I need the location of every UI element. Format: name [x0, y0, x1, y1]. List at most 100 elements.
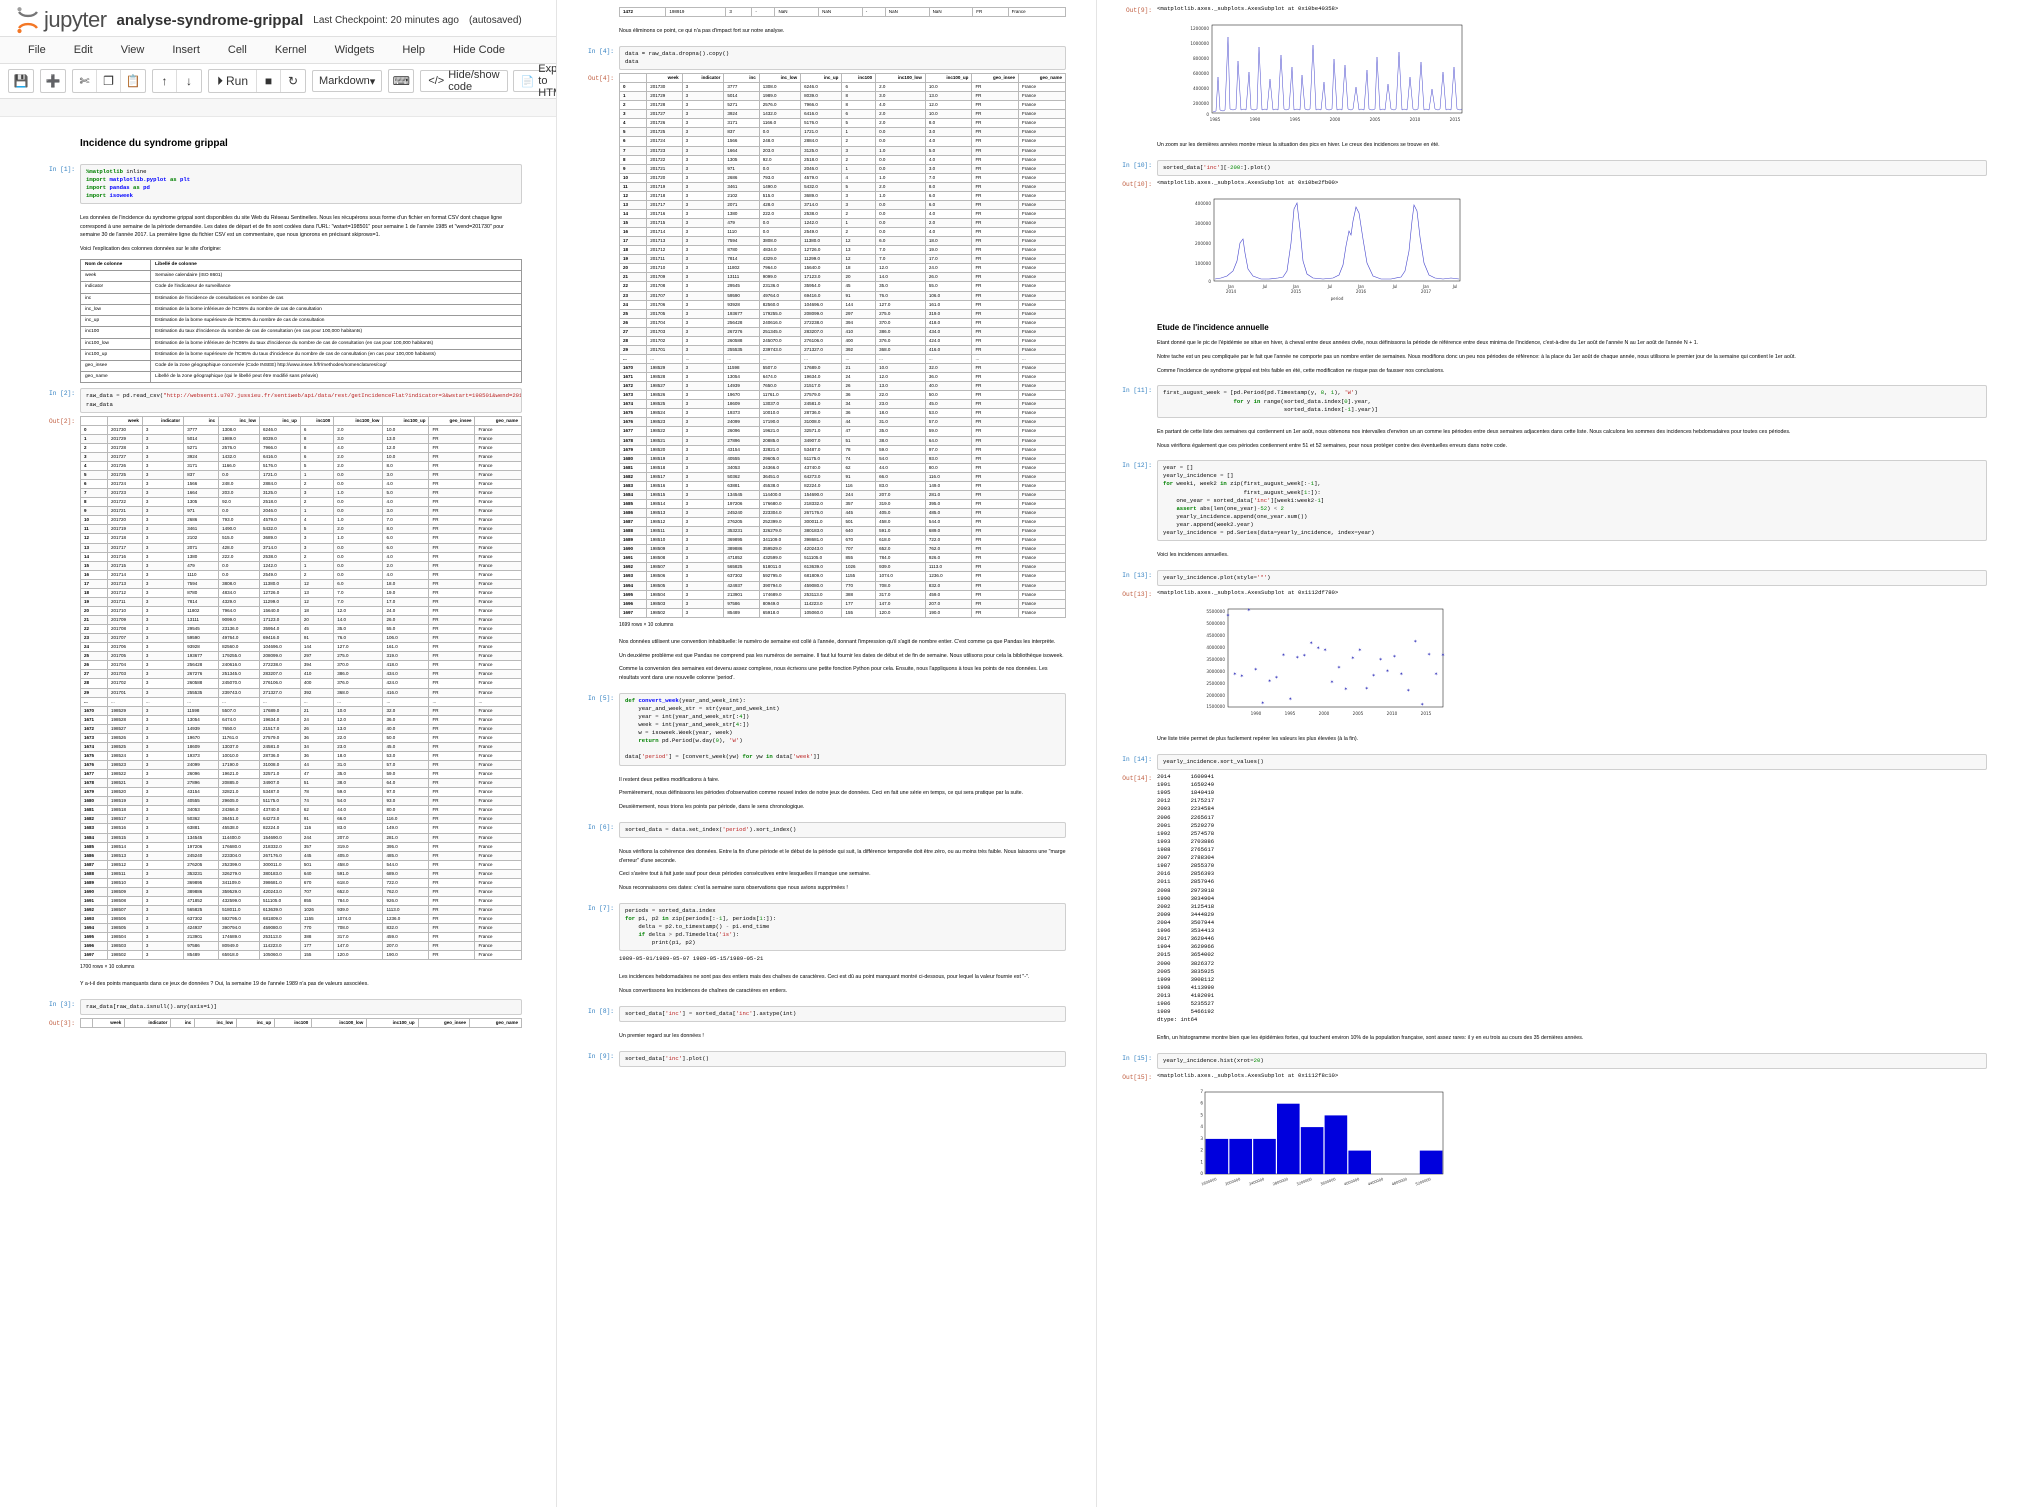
- code-input-3[interactable]: raw_data[raw_data.isnull().any(axis=1)]: [80, 999, 522, 1016]
- code-input-5[interactable]: def convert_week(year_and_week_int): yea…: [619, 692, 1066, 766]
- code-input-6[interactable]: sorted_data = data.set_index('period').s…: [619, 821, 1066, 838]
- df-cell: 3: [141, 642, 185, 653]
- menu-file[interactable]: File: [28, 44, 46, 56]
- markdown-cell-missing[interactable]: Y a-t-il des points manquants dans ce je…: [34, 973, 522, 996]
- menu-hide-code[interactable]: Hide Code: [453, 44, 505, 56]
- restart-icon[interactable]: ↻: [288, 74, 299, 88]
- df-cell: France: [1017, 118, 1066, 129]
- code-input-4[interactable]: data = raw_data.dropna().copy() data: [619, 45, 1066, 71]
- code-cell-2[interactable]: In [2]: raw_data = pd.read_csv("http://w…: [34, 388, 522, 413]
- df-row-index: 24: [80, 642, 108, 653]
- code-cell-14[interactable]: In [14]: yearly_incidence.sort_values(): [1111, 753, 1987, 771]
- markdown-cell-modif[interactable]: Il restent deux petites modifications à …: [573, 769, 1066, 819]
- code-cell-1[interactable]: In [1]: %matplotlib inline import matplo…: [34, 163, 522, 204]
- df-cell: 85489: [723, 607, 760, 618]
- markdown-cell-hebdo[interactable]: Les incidences hebdomadaires ne sont pas…: [573, 966, 1066, 1002]
- markdown-cell-section2[interactable]: Etude de l'incidence annuelle Etant donn…: [1111, 310, 1987, 382]
- hide-show-code-button[interactable]: </> Hide/show code: [420, 69, 508, 93]
- code-input-9[interactable]: sorted_data['inc'].plot(): [619, 1050, 1066, 1067]
- copy-icon[interactable]: ❐: [97, 70, 121, 92]
- code-cell-5[interactable]: In [5]: def convert_week(year_and_week_i…: [573, 692, 1066, 766]
- markdown-cell-from[interactable]: En partant de cette liste des semaines q…: [1111, 421, 1987, 457]
- markdown-cell-drop[interactable]: Nous éliminons ce point, ce qui n'a pas …: [573, 20, 1066, 43]
- code-input-7[interactable]: periods = sorted_data.index for p1, p2 i…: [619, 902, 1066, 952]
- menu-view[interactable]: View: [120, 44, 145, 56]
- df-cell: 4.0: [382, 551, 430, 562]
- df-cell: 38.0: [333, 778, 384, 789]
- code-cell-10[interactable]: In [10]: sorted_data['inc'][-200:].plot(…: [1111, 159, 1987, 176]
- df-cell: 5: [299, 460, 335, 472]
- df-cell: 59590: [723, 290, 760, 301]
- markdown-cell-coherence[interactable]: Nous vérifions la cohérence des données.…: [573, 841, 1066, 900]
- code-input-15[interactable]: yearly_incidence.hist(xrot=20): [1157, 1053, 1987, 1070]
- code-cell-6[interactable]: In [6]: sorted_data = data.set_index('pe…: [573, 821, 1066, 838]
- save-icon[interactable]: 💾: [13, 74, 29, 88]
- scissors-icon[interactable]: ✄: [73, 70, 97, 92]
- markdown-cell-firstlook[interactable]: Un premier regard sur les données !: [573, 1025, 1066, 1048]
- paste-icon[interactable]: 📋: [125, 74, 141, 88]
- df-cell: France: [474, 895, 522, 907]
- markdown-cell-uninhab[interactable]: Nos données utilisent une convention inh…: [573, 631, 1066, 690]
- code-cell-15[interactable]: In [15]: yearly_incidence.hist(xrot=20): [1111, 1053, 1987, 1070]
- markdown-cell-zoom[interactable]: Un zoom sur les dernières années montre …: [1111, 134, 1987, 157]
- df-column-header: inc: [723, 73, 760, 84]
- code-input-8[interactable]: sorted_data['inc'] = sorted_data['inc'].…: [619, 1005, 1066, 1023]
- markdown-cell-hist[interactable]: Enfin, un histogramme montre bien que le…: [1111, 1027, 1987, 1050]
- plus-icon[interactable]: ➕: [45, 74, 61, 88]
- df-cell: 40.0: [924, 381, 973, 392]
- markdown-cell-intro[interactable]: Les données de l'incidence du syndrome g…: [34, 207, 522, 386]
- menu-help[interactable]: Help: [402, 44, 425, 56]
- code-input-2[interactable]: raw_data = pd.read_csv("http://websenti.…: [80, 388, 522, 413]
- code-input-10[interactable]: sorted_data['inc'][-200:].plot(): [1157, 159, 1987, 176]
- cell-type-select[interactable]: Markdown ▾: [312, 70, 383, 92]
- code-input-14[interactable]: yearly_incidence.sort_values(): [1157, 753, 1987, 771]
- dataframe-shape-2: 1699 rows × 10 columns: [619, 621, 674, 628]
- menu-kernel[interactable]: Kernel: [274, 44, 307, 56]
- code-input-13[interactable]: yearly_incidence.plot(style='*'): [1157, 569, 1987, 587]
- stop-icon[interactable]: ■: [257, 70, 282, 92]
- menu-cell[interactable]: Cell: [227, 44, 247, 56]
- df-cell: FR: [428, 633, 476, 644]
- arrow-down-icon[interactable]: ↓: [186, 74, 192, 88]
- jupyter-logo-icon[interactable]: jupyter: [14, 6, 107, 34]
- df-cell: FR: [971, 272, 1019, 283]
- df-cell: 18: [299, 605, 335, 617]
- code-cell-7[interactable]: In [7]: periods = sorted_data.index for …: [573, 902, 1066, 964]
- table-row: 1697 198502 3 85489 65918.0 105060.0 155 120.0 1…: [619, 607, 1066, 618]
- code-cell-12[interactable]: In [12]: year = [] yearly_incidence = []…: [1111, 460, 1987, 542]
- code-input-12[interactable]: year = [] yearly_incidence = [] for week…: [1157, 460, 1987, 542]
- df-cell: 0.0: [758, 163, 802, 174]
- df-cell: 376.0: [875, 335, 926, 346]
- menu-widgets[interactable]: Widgets: [334, 44, 375, 56]
- code-input-11[interactable]: first_august_week = [pd.Period(pd.Timest…: [1157, 385, 1987, 418]
- table-row: 1684 198515 3 134545 114400.0 154690.0 244 207.…: [80, 832, 522, 843]
- df-cell: 681809.0: [259, 914, 301, 925]
- df-cell: 223304.0: [758, 508, 802, 519]
- arrow-up-icon[interactable]: ↑: [153, 70, 177, 92]
- df-cell: France: [474, 705, 522, 716]
- code-cell-3[interactable]: In [3]: raw_data[raw_data.isnull().any(a…: [34, 999, 522, 1016]
- code-cell-4[interactable]: In [4]: data = raw_data.dropna().copy() …: [573, 45, 1066, 71]
- df-cell: 11802: [183, 605, 220, 617]
- menu-edit[interactable]: Edit: [73, 44, 93, 56]
- df-cell: 207.0: [382, 941, 430, 952]
- table-row: 13 201717 3 2071 428.0 3714.0 3 0.0 6.0 FR France: [619, 199, 1066, 210]
- df-cell: 971: [723, 163, 760, 174]
- markdown-cell-title[interactable]: Incidence du syndrome grippal: [34, 126, 522, 161]
- menu-insert[interactable]: Insert: [172, 44, 200, 56]
- df-cell: 591.0: [875, 526, 926, 537]
- code-cell-9[interactable]: In [9]: sorted_data['inc'].plot(): [573, 1050, 1066, 1067]
- df-cell: 7594: [723, 236, 760, 247]
- markdown-cell-sorted[interactable]: Une liste triée permet de plus facilemen…: [1111, 728, 1987, 751]
- code-cell-11[interactable]: In [11]: first_august_week = [pd.Period(…: [1111, 385, 1987, 418]
- code-cell-13[interactable]: In [13]: yearly_incidence.plot(style='*'…: [1111, 569, 1987, 587]
- keyboard-icon[interactable]: ⌨: [392, 74, 410, 88]
- code-input-1[interactable]: %matplotlib inline import matplotlib.pyp…: [80, 163, 522, 204]
- run-button[interactable]: ⏵ Run: [209, 70, 258, 92]
- notebook-name[interactable]: analyse-syndrome-grippal: [116, 11, 304, 29]
- table-row: 11 201719 3 3461 1490.0 5432.0 5 2.0 8.0 FR France: [619, 181, 1066, 192]
- markdown-cell-here[interactable]: Voici les incidences annuelles.: [1111, 544, 1987, 567]
- hist-xtick: 1600000: [1201, 1177, 1218, 1186]
- df-cell: 1236.0: [382, 914, 430, 925]
- code-cell-8[interactable]: In [8]: sorted_data['inc'] = sorted_data…: [573, 1005, 1066, 1023]
